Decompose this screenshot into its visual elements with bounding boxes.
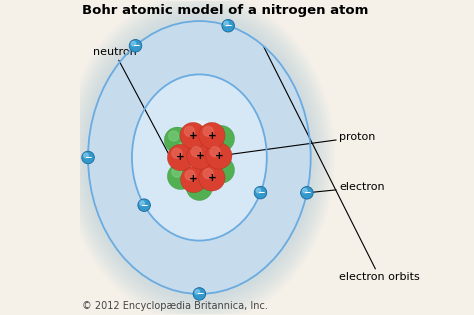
Circle shape [180, 122, 206, 149]
Circle shape [169, 131, 179, 141]
Circle shape [193, 288, 206, 300]
Circle shape [185, 170, 195, 180]
Ellipse shape [78, 9, 321, 306]
Ellipse shape [66, 0, 333, 315]
Text: +: + [189, 130, 198, 140]
Ellipse shape [80, 11, 319, 304]
Text: −: − [303, 188, 310, 197]
Text: −: − [224, 21, 232, 30]
Text: proton: proton [219, 132, 375, 156]
Circle shape [173, 138, 200, 164]
Circle shape [138, 199, 150, 211]
Circle shape [164, 127, 191, 153]
Circle shape [195, 183, 208, 197]
Ellipse shape [68, 0, 331, 315]
Circle shape [167, 144, 194, 171]
Circle shape [173, 136, 186, 150]
Circle shape [208, 157, 235, 183]
Circle shape [208, 125, 235, 152]
Circle shape [176, 153, 189, 167]
Text: +: + [214, 151, 223, 161]
Text: neutron: neutron [93, 48, 181, 176]
Text: −: − [140, 201, 148, 210]
Text: −: − [132, 41, 139, 50]
Circle shape [204, 141, 218, 154]
Circle shape [254, 186, 267, 199]
Circle shape [302, 189, 307, 193]
Circle shape [207, 132, 220, 145]
Circle shape [140, 201, 145, 205]
Circle shape [131, 42, 136, 46]
Circle shape [207, 174, 220, 187]
Circle shape [172, 167, 182, 177]
Ellipse shape [64, 0, 335, 315]
Circle shape [206, 143, 232, 169]
Circle shape [217, 135, 230, 148]
Text: +: + [196, 151, 204, 161]
Circle shape [167, 163, 194, 190]
Ellipse shape [76, 6, 323, 309]
Ellipse shape [74, 4, 325, 311]
Circle shape [199, 122, 225, 149]
Circle shape [195, 152, 209, 165]
Text: −: − [196, 289, 203, 298]
Circle shape [210, 147, 220, 157]
Text: +: + [208, 130, 216, 140]
Text: +: + [176, 152, 185, 163]
Text: −: − [257, 188, 264, 197]
Circle shape [176, 172, 189, 186]
Circle shape [224, 21, 228, 26]
Text: © 2012 Encyclopædia Britannica, Inc.: © 2012 Encyclopædia Britannica, Inc. [82, 301, 268, 311]
Circle shape [203, 126, 213, 136]
Circle shape [199, 165, 225, 191]
Text: +: + [208, 173, 216, 183]
Circle shape [256, 188, 261, 193]
Circle shape [191, 147, 201, 157]
Circle shape [181, 166, 207, 193]
Text: electron orbits: electron orbits [263, 46, 419, 282]
Circle shape [200, 136, 210, 146]
Circle shape [84, 153, 88, 158]
Circle shape [184, 126, 194, 136]
Text: +: + [189, 175, 198, 185]
Circle shape [189, 175, 202, 189]
Circle shape [186, 174, 212, 200]
Circle shape [301, 186, 313, 199]
Circle shape [187, 143, 213, 169]
Text: −: − [84, 153, 92, 162]
Circle shape [222, 20, 235, 32]
Circle shape [129, 39, 142, 52]
Circle shape [213, 161, 223, 171]
Ellipse shape [72, 2, 327, 313]
Circle shape [189, 132, 201, 145]
Ellipse shape [82, 14, 317, 301]
Circle shape [214, 152, 228, 165]
Circle shape [213, 129, 223, 140]
Circle shape [195, 290, 200, 294]
Circle shape [178, 142, 188, 152]
Ellipse shape [132, 74, 267, 241]
Ellipse shape [84, 16, 315, 299]
Ellipse shape [88, 21, 310, 294]
Circle shape [196, 132, 222, 158]
Circle shape [82, 151, 94, 164]
Circle shape [182, 147, 195, 160]
Circle shape [172, 148, 182, 158]
Circle shape [191, 178, 201, 188]
Ellipse shape [70, 0, 329, 315]
Circle shape [217, 166, 230, 179]
Circle shape [203, 169, 213, 179]
Ellipse shape [169, 120, 230, 195]
Text: Bohr atomic model of a nitrogen atom: Bohr atomic model of a nitrogen atom [82, 4, 368, 17]
Ellipse shape [86, 19, 313, 296]
Text: electron: electron [307, 182, 384, 193]
